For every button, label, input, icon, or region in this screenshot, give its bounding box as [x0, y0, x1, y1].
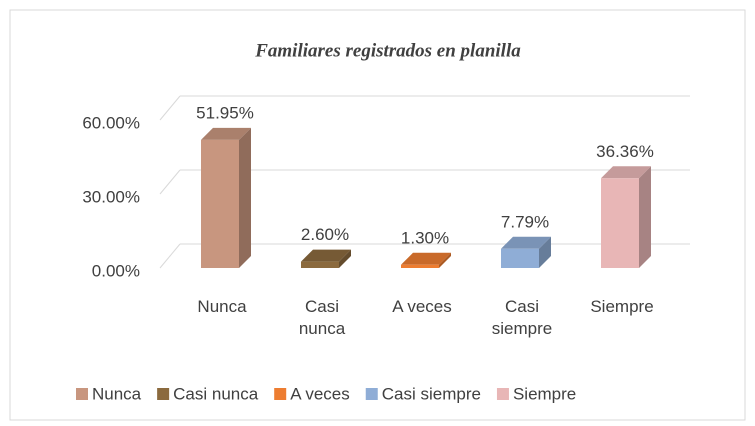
bar — [301, 249, 351, 268]
y-tick-label: 0.00% — [92, 261, 140, 280]
bar-side — [639, 166, 651, 268]
x-tick-label: Casi siempre — [491, 297, 553, 338]
bar — [401, 252, 451, 268]
legend-label: Casi nunca — [173, 384, 259, 403]
legend-label: Siempre — [513, 384, 576, 403]
legend-swatch — [274, 388, 287, 400]
x-tick-label: A veces — [392, 297, 452, 316]
legend-label: Casi siempre — [382, 384, 481, 403]
legend-label: A veces — [290, 384, 350, 403]
data-label: 36.36% — [596, 142, 654, 161]
bar — [501, 236, 551, 268]
bar-front — [501, 248, 539, 268]
bar-top — [401, 252, 451, 265]
legend-swatch — [365, 388, 378, 400]
grid-depth — [159, 169, 181, 195]
bar-side — [339, 249, 351, 268]
bar-front — [401, 264, 439, 268]
bar — [601, 166, 651, 268]
data-label: 51.95% — [196, 103, 254, 122]
bar-top — [501, 236, 551, 249]
legend-swatch — [157, 388, 170, 400]
grid-depth — [159, 95, 181, 121]
bar-top — [301, 249, 351, 262]
bar-side — [439, 252, 451, 268]
x-tick-label: Casi nunca — [298, 297, 346, 338]
bar-side — [539, 236, 551, 268]
y-tick-label: 30.00% — [82, 187, 140, 206]
legend-label: Nunca — [92, 384, 142, 403]
data-label: 7.79% — [501, 212, 549, 231]
data-label: 2.60% — [301, 225, 349, 244]
bar-front — [601, 178, 639, 268]
legend-swatch — [496, 388, 509, 400]
bar — [201, 127, 251, 269]
bar-top — [601, 166, 651, 179]
bar-top — [201, 127, 251, 140]
data-label: 1.30% — [401, 228, 449, 247]
bar-front — [201, 139, 239, 268]
x-tick-label: Siempre — [590, 297, 654, 316]
bar-side — [239, 127, 251, 269]
bar-front — [301, 261, 339, 268]
grid-depth — [159, 243, 181, 269]
chart-title: Familiares registrados en planilla — [254, 40, 521, 61]
legend-swatch — [76, 388, 88, 400]
y-tick-label: 60.00% — [82, 113, 140, 132]
x-tick-label: Nunca — [197, 297, 247, 316]
